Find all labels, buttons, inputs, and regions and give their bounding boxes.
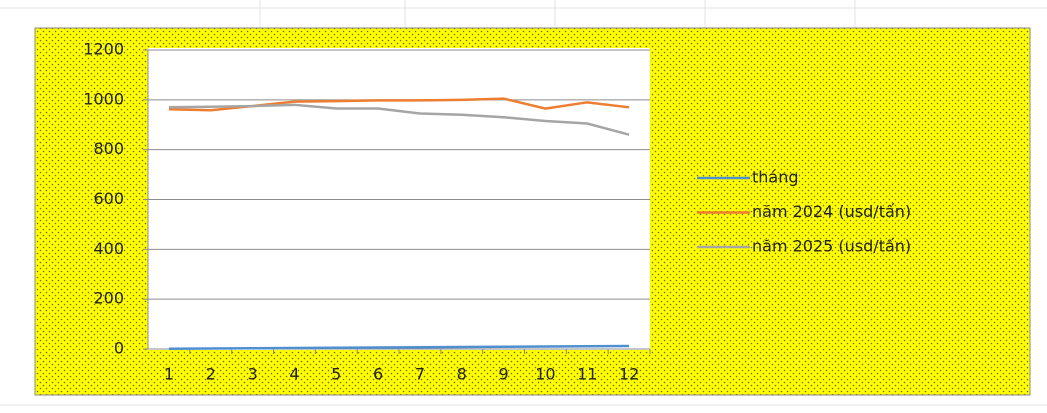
y-tick-label: 1200	[83, 40, 124, 59]
x-tick-label: 11	[577, 365, 597, 384]
x-tick-label: 5	[331, 365, 341, 384]
series-line	[168, 344, 630, 351]
x-tick-label: 7	[415, 365, 425, 384]
x-tick-label: 2	[206, 365, 216, 384]
x-tick-label: 10	[535, 365, 555, 384]
x-tick-label: 12	[619, 365, 639, 384]
y-tick-label: 0	[114, 339, 124, 358]
x-tick-label: 9	[498, 365, 508, 384]
x-tick-label: 6	[373, 365, 383, 384]
x-tick-label: 1	[164, 365, 174, 384]
y-tick-label: 200	[93, 289, 124, 308]
x-tick-label: 8	[457, 365, 467, 384]
x-tick-label: 3	[247, 365, 257, 384]
y-tick-label: 600	[93, 189, 124, 208]
legend-label: năm 2025 (usd/tấn)	[752, 237, 911, 256]
legend-label: năm 2024 (usd/tấn)	[752, 202, 911, 221]
y-tick-label: 1000	[83, 89, 124, 108]
y-tick-label: 400	[93, 239, 124, 258]
y-tick-label: 800	[93, 139, 124, 158]
x-tick-label: 4	[289, 365, 299, 384]
legend-label: tháng	[752, 168, 799, 187]
series-line	[168, 103, 630, 136]
